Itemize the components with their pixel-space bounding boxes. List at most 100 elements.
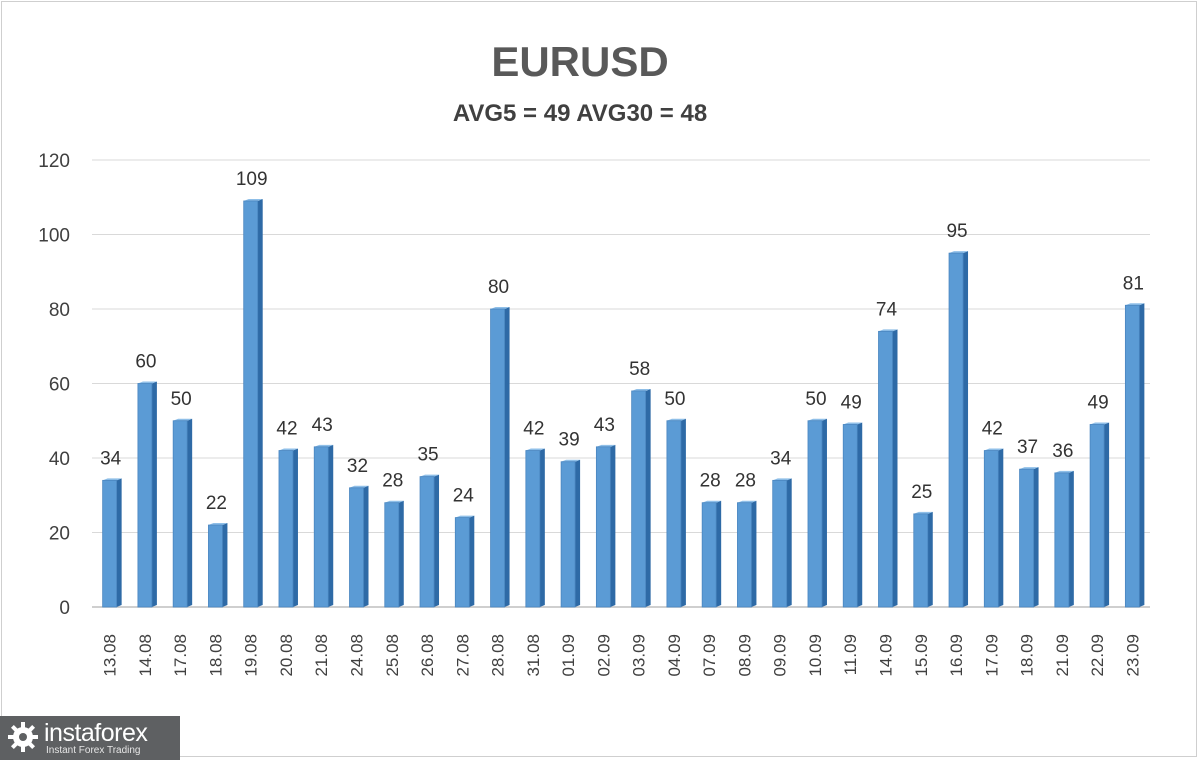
x-tick-label: 01.09 [559,634,578,677]
bar-side [257,198,263,607]
bar-side [998,448,1004,607]
bar-top [455,515,475,518]
bar-side [363,485,369,607]
bar-side [1033,467,1039,607]
bar-top [772,478,792,481]
bar [1019,468,1034,608]
bar-top [631,388,651,391]
bar [490,308,505,608]
bar-top [807,418,827,421]
data-label: 35 [417,445,438,466]
bar [278,450,294,608]
x-tick-label: 18.08 [206,634,225,677]
bar-top [878,329,898,332]
bar-side [610,444,616,607]
bar-top [314,444,334,447]
bar-top [702,500,722,503]
x-tick-label: 17.09 [982,634,1001,677]
bar [666,420,682,608]
data-label: 36 [1052,441,1073,462]
x-tick-label: 21.09 [1053,634,1072,677]
x-tick-label: 14.09 [877,634,896,677]
bar-top [278,448,298,451]
bar-top [1019,467,1039,470]
data-label: 50 [171,389,192,410]
y-tick-label: 60 [49,375,70,396]
data-label: 22 [206,493,227,514]
bar [172,420,188,608]
bar-top [984,448,1004,451]
chart-subtitle: AVG5 = 49 AVG30 = 48 [452,100,708,127]
data-label: 49 [1088,392,1109,413]
y-tick-label: 40 [49,449,70,470]
data-label: 50 [805,389,826,410]
x-tick-label: 19.08 [242,634,261,677]
bar-side [116,478,122,607]
bar-top [843,422,863,425]
bar-side [1068,470,1074,607]
data-label: 34 [100,448,122,469]
data-label: 39 [559,430,580,451]
chart-title: EURUSD [491,38,669,85]
data-label: 74 [876,299,898,320]
bar-top [1054,470,1074,473]
x-tick-label: 08.09 [735,634,754,677]
data-label: 28 [700,471,721,492]
data-label: 49 [841,392,862,413]
bar-top [949,251,969,254]
x-tick-label: 24.08 [348,634,367,677]
bar-top [525,448,545,451]
bar [208,524,223,608]
data-label: 60 [135,352,156,373]
bar [1054,472,1070,608]
data-label: 34 [770,448,792,469]
data-label: 81 [1123,273,1144,294]
data-label: 42 [982,419,1003,440]
y-tick-label: 20 [49,524,70,545]
x-tick-label: 23.09 [1123,634,1142,677]
bar-side [1104,422,1110,607]
x-tick-label: 31.08 [524,634,543,677]
x-tick-label: 16.09 [947,634,966,677]
bar [1089,424,1105,608]
bar [983,450,999,608]
bar-side [469,515,475,607]
x-tick-label: 22.09 [1088,634,1107,677]
data-label: 50 [664,389,685,410]
data-label: 80 [488,277,509,298]
bar-side [680,418,686,607]
x-tick-label: 17.08 [171,634,190,677]
bar [631,390,647,608]
bar-side [963,251,969,607]
bar-side [151,381,157,607]
x-tick-label: 07.09 [700,634,719,677]
bar-side [539,448,545,607]
bar-side [222,523,228,607]
bar-side [821,418,827,607]
y-tick-label: 0 [59,598,70,619]
bar-chart: 0 20 40 60 80 100 120 34 13.08 60 14.08 50 17.08 22 18… [38,151,1150,677]
x-tick-label: 28.08 [489,634,508,677]
y-tick-label: 100 [38,226,70,247]
bar-side [292,448,298,607]
bar-top [137,381,157,384]
bar-top [913,511,933,514]
instaforex-logo[interactable]: instaforex Instant Forex Trading [0,716,180,760]
bar [384,502,400,608]
x-tick-label: 25.08 [383,634,402,677]
x-tick-label: 21.08 [312,634,331,677]
bar [842,424,858,608]
bar-side [434,474,440,607]
x-tick-label: 26.08 [418,634,437,677]
bar-top [1125,303,1145,306]
bar-top [490,307,510,309]
bar [419,476,435,608]
bar-side [645,388,651,607]
bar-side [927,511,933,607]
bar-side [716,500,722,607]
bar-side [187,418,193,607]
bar [454,517,470,608]
bar-top [102,478,122,481]
x-tick-label: 10.09 [806,634,825,677]
